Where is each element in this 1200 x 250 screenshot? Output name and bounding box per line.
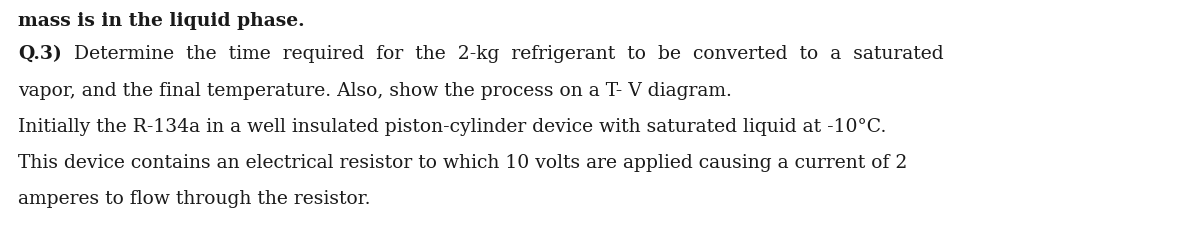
Text: Initially the R-134a in a well insulated piston-cylinder device with saturated l: Initially the R-134a in a well insulated… [18,118,887,136]
Text: Determine  the  time  required  for  the  2-kg  refrigerant  to  be  converted  : Determine the time required for the 2-kg… [61,45,943,63]
Text: vapor, and the final temperature. Also, show the process on a T- V diagram.: vapor, and the final temperature. Also, … [18,82,732,100]
Text: This device contains an electrical resistor to which 10 volts are applied causin: This device contains an electrical resis… [18,154,907,172]
Text: amperes to flow through the resistor.: amperes to flow through the resistor. [18,190,371,208]
Text: mass is in the liquid phase.: mass is in the liquid phase. [18,12,305,30]
Text: Q.3): Q.3) [18,45,61,63]
